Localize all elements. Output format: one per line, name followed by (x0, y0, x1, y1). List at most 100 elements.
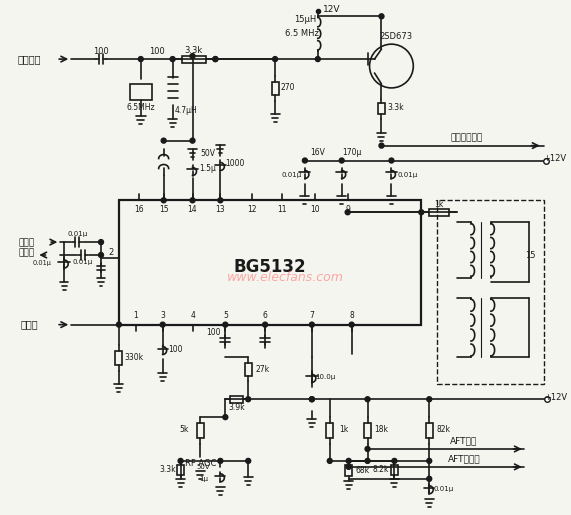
Circle shape (246, 397, 251, 402)
Circle shape (427, 458, 432, 464)
Bar (429, 209, 449, 216)
Text: +12V: +12V (544, 393, 567, 402)
Text: 27k: 27k (255, 365, 269, 374)
Text: 100: 100 (206, 328, 220, 337)
Circle shape (303, 158, 307, 163)
Text: RF AGC: RF AGC (185, 459, 216, 468)
Text: 0.01μ: 0.01μ (33, 260, 51, 266)
Circle shape (116, 322, 122, 327)
Text: AFT输出: AFT输出 (451, 437, 478, 445)
Circle shape (327, 458, 332, 464)
Bar (115, 351, 122, 365)
Circle shape (346, 465, 351, 469)
Circle shape (392, 458, 397, 464)
Text: 170μ: 170μ (342, 148, 361, 157)
Text: 5: 5 (223, 311, 228, 320)
Text: 5k: 5k (179, 424, 188, 434)
Circle shape (170, 57, 175, 62)
Bar (130, 84, 152, 100)
Text: 12: 12 (247, 205, 257, 214)
Text: 3.3k: 3.3k (159, 466, 176, 474)
Circle shape (213, 57, 218, 62)
Circle shape (346, 458, 351, 464)
Bar (119, 200, 421, 324)
Circle shape (349, 322, 354, 327)
Bar (437, 200, 544, 384)
Text: +12V: +12V (543, 154, 566, 163)
Text: 6.5 MHz: 6.5 MHz (285, 29, 319, 38)
Text: 82k: 82k (436, 424, 450, 434)
Circle shape (379, 14, 384, 19)
Text: www.elecfans.com: www.elecfans.com (227, 271, 343, 284)
Text: 13: 13 (215, 205, 225, 214)
Text: 330k: 330k (124, 353, 143, 362)
Bar (364, 423, 371, 438)
Bar (345, 466, 352, 476)
Circle shape (419, 210, 424, 215)
Text: 1k: 1k (339, 424, 348, 434)
Text: 3.3k: 3.3k (387, 104, 404, 112)
Circle shape (263, 322, 268, 327)
Text: 1μ: 1μ (199, 476, 208, 482)
Text: 伴音通道: 伴音通道 (18, 54, 41, 64)
Bar (272, 81, 279, 95)
Circle shape (99, 252, 103, 258)
Text: BG5132: BG5132 (234, 259, 307, 277)
Text: 1.5μ: 1.5μ (199, 164, 216, 173)
Circle shape (427, 476, 432, 482)
Circle shape (315, 57, 320, 62)
Circle shape (339, 158, 344, 163)
Circle shape (345, 210, 350, 215)
Text: 50V: 50V (200, 149, 215, 158)
Circle shape (190, 138, 195, 143)
Bar (378, 104, 385, 114)
Text: 100: 100 (93, 47, 109, 56)
Circle shape (218, 198, 223, 203)
Bar (391, 465, 398, 475)
Text: 0.01μ: 0.01μ (282, 173, 302, 178)
Text: 7: 7 (309, 311, 314, 320)
Text: 10.0μ: 10.0μ (316, 374, 336, 381)
Text: 0.01μ: 0.01μ (67, 231, 87, 237)
Circle shape (161, 138, 166, 143)
Text: 2SD673: 2SD673 (380, 32, 413, 41)
Circle shape (246, 458, 251, 464)
Text: 声表面
滤波器: 声表面 滤波器 (18, 238, 34, 258)
Circle shape (218, 458, 223, 464)
Text: 0.01μ: 0.01μ (397, 173, 417, 178)
Text: 1: 1 (134, 311, 138, 320)
Text: 10: 10 (310, 205, 320, 214)
Bar (182, 56, 206, 62)
Text: 3.9k: 3.9k (228, 403, 244, 411)
Text: 100: 100 (149, 47, 164, 56)
Circle shape (190, 198, 195, 203)
Text: 15μH: 15μH (293, 15, 316, 24)
Text: 0.01μ: 0.01μ (73, 259, 93, 265)
Circle shape (309, 397, 315, 402)
Text: 18k: 18k (375, 424, 388, 434)
Circle shape (99, 239, 103, 245)
Circle shape (223, 415, 228, 420)
Text: 15: 15 (159, 205, 168, 214)
Text: 68k: 68k (356, 467, 369, 475)
Text: 16V: 16V (311, 148, 325, 157)
Circle shape (365, 447, 370, 452)
Text: 3: 3 (160, 311, 165, 320)
Circle shape (138, 57, 143, 62)
Text: 4: 4 (191, 311, 196, 320)
Circle shape (427, 397, 432, 402)
Circle shape (365, 458, 370, 464)
Circle shape (379, 143, 384, 148)
Circle shape (190, 54, 195, 59)
Text: 270: 270 (281, 83, 295, 92)
Circle shape (160, 322, 165, 327)
Text: 2: 2 (108, 248, 114, 256)
Circle shape (223, 322, 228, 327)
Text: 6.5MHz: 6.5MHz (126, 104, 155, 112)
Circle shape (178, 458, 183, 464)
Circle shape (161, 198, 166, 203)
Bar (197, 423, 204, 438)
Text: 12V: 12V (323, 5, 340, 14)
Circle shape (309, 322, 315, 327)
Text: 0.01μ: 0.01μ (433, 486, 453, 492)
